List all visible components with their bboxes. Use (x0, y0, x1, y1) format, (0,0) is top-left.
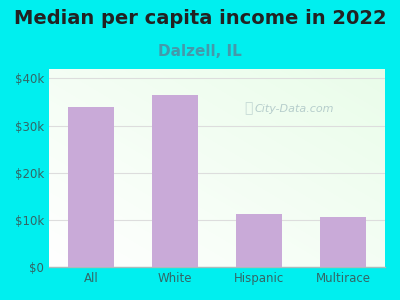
Bar (320, 217, 366, 267)
Text: Median per capita income in 2022: Median per capita income in 2022 (14, 9, 386, 28)
Text: City-Data.com: City-Data.com (254, 103, 334, 114)
Text: Dalzell, IL: Dalzell, IL (158, 44, 242, 59)
Bar (152, 95, 198, 267)
Bar (68, 107, 114, 267)
Text: ⦾: ⦾ (245, 102, 253, 116)
Bar (236, 214, 282, 267)
